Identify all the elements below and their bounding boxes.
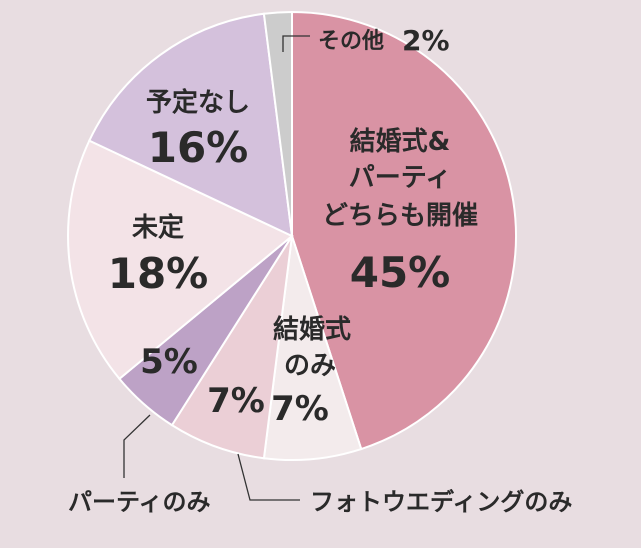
leader-line-party (123, 414, 151, 478)
pie-slice-both (291, 10, 517, 451)
label-both-line1: 結婚式& (350, 126, 451, 157)
leader-line-photo (237, 453, 300, 501)
pie-slice-undecided (67, 139, 294, 381)
label-both-line2: パーティ (349, 163, 451, 193)
label-both-line3: どちらも開催 (322, 201, 478, 231)
label-undecided: 未定 (132, 212, 184, 243)
pct-both: 45% (350, 248, 451, 297)
label-other: その他 (318, 29, 384, 54)
label-ceremony-line2: のみ (284, 351, 336, 381)
pie-slice-noplan (87, 12, 294, 238)
pct-photo: 7% (207, 381, 265, 421)
pct-other: 2% (402, 24, 450, 57)
pie-slices (67, 10, 517, 461)
pct-party: 5% (140, 342, 198, 382)
leader-line-other (282, 35, 310, 52)
label-photo: フォトウエディングのみ (310, 488, 572, 516)
pct-ceremony: 7% (271, 389, 329, 429)
pct-undecided: 18% (108, 249, 209, 298)
pct-noplan: 16% (148, 123, 249, 172)
label-noplan: 予定なし (146, 87, 250, 118)
pie-slice-other (262, 10, 293, 237)
label-party: パーティのみ (68, 488, 211, 516)
label-ceremony-line1: 結婚式 (273, 314, 351, 345)
